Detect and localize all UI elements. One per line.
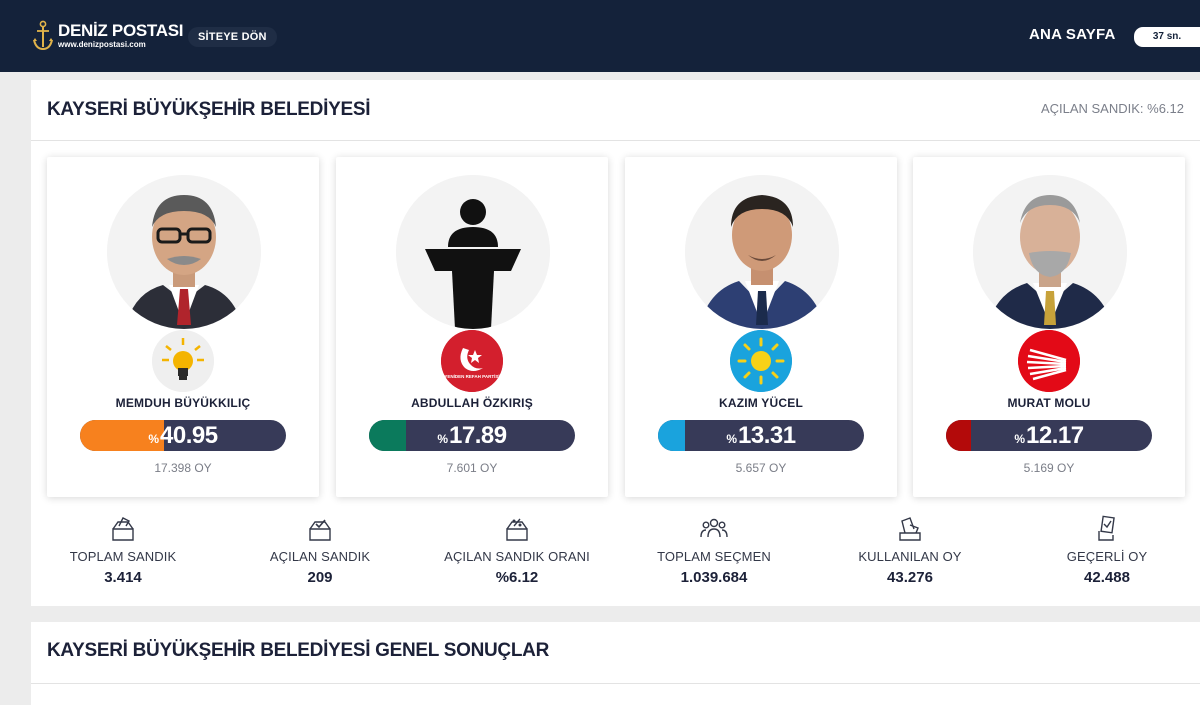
akp-lightbulb-icon	[152, 330, 214, 392]
candidate-name: ABDULLAH ÖZKIRIŞ	[411, 396, 533, 410]
percent-sign: %	[148, 431, 160, 446]
candidate-card[interactable]: MEMDUH BÜYÜKKILIÇ % 40.95 17.398 OY	[47, 157, 319, 497]
opened-ballot-summary: AÇILAN SANDIK: %6.12	[1040, 101, 1184, 116]
stat-value: 43.276	[887, 569, 933, 586]
vote-share-bar: % 17.89	[369, 420, 575, 451]
divider	[31, 683, 1200, 684]
stat-opened-ballot-boxes: AÇILAN SANDIK 209	[220, 515, 420, 586]
stat-value: 1.039.684	[680, 569, 748, 586]
results-title: KAYSERİ BÜYÜKŞEHİR BELEDİYESİ	[47, 99, 371, 120]
stat-value: 42.488	[1084, 569, 1130, 586]
stat-label: KULLANILAN OY	[858, 549, 962, 564]
candidate-photo	[973, 175, 1127, 329]
valid-vote-icon	[1098, 515, 1115, 541]
candidate-name: MURAT MOLU	[1007, 396, 1091, 410]
vote-percentage: 13.31	[738, 421, 796, 449]
candidate-card[interactable]: YENİDEN REFAH PARTİSİ ABDULLAH ÖZKIRIŞ %…	[336, 157, 608, 497]
divider	[31, 140, 1200, 141]
stat-value: 209	[307, 569, 333, 586]
candidate-photo-placeholder	[396, 175, 550, 329]
ballot-box-percent-icon	[506, 518, 528, 541]
vote-count: 17.398 OY	[154, 461, 212, 475]
stat-label: TOPLAM SEÇMEN	[657, 549, 771, 564]
chp-six-arrows-icon	[1018, 330, 1080, 392]
vote-percentage: 12.17	[1026, 421, 1084, 449]
stat-value: 3.414	[104, 569, 142, 586]
percent-sign: %	[1014, 431, 1026, 446]
vote-cast-icon	[899, 517, 921, 541]
stat-valid-votes: GEÇERLİ OY 42.488	[1007, 515, 1200, 586]
vote-count: 5.657 OY	[735, 461, 787, 475]
vote-count: 5.169 OY	[1023, 461, 1075, 475]
vote-percentage: 17.89	[449, 421, 507, 449]
candidate-name: KAZIM YÜCEL	[719, 396, 803, 410]
logo-url: www.denizpostasi.com	[58, 40, 146, 49]
results-card: KAYSERİ BÜYÜKŞEHİR BELEDİYESİ AÇILAN SAN…	[31, 80, 1200, 606]
stat-opened-ratio: AÇILAN SANDIK ORANI %6.12	[417, 515, 617, 586]
candidate-photo	[107, 175, 261, 329]
general-results-card: KAYSERİ BÜYÜKŞEHİR BELEDİYESİ GENEL SONU…	[31, 622, 1200, 705]
vote-share-bar: % 13.31	[658, 420, 864, 451]
refresh-timer: 37 sn.	[1134, 27, 1200, 47]
stat-label: AÇILAN SANDIK ORANI	[444, 549, 590, 564]
stat-label: TOPLAM SANDIK	[69, 549, 177, 564]
vote-share-bar: % 40.95	[80, 420, 286, 451]
anchor-icon	[33, 20, 53, 51]
vote-share-fill	[369, 420, 407, 451]
candidate-photo	[685, 175, 839, 329]
vote-count: 7.601 OY	[446, 461, 498, 475]
back-to-site-button[interactable]: SİTEYE DÖN	[188, 27, 277, 47]
stat-total-voters: TOPLAM SEÇMEN 1.039.684	[614, 515, 814, 586]
percent-sign: %	[437, 431, 449, 446]
stat-label: AÇILAN SANDIK	[269, 549, 371, 564]
general-results-title: KAYSERİ BÜYÜKŞEHİR BELEDİYESİ GENEL SONU…	[47, 640, 549, 661]
stat-total-ballot-boxes: TOPLAM SANDIK 3.414	[23, 515, 223, 586]
vote-share-fill	[80, 420, 165, 451]
stat-label: GEÇERLİ OY	[1066, 549, 1148, 564]
home-link[interactable]: ANA SAYFA	[1029, 26, 1116, 43]
top-navbar: DENİZ POSTASI www.denizpostasi.com SİTEY…	[0, 0, 1200, 72]
vote-share-fill	[946, 420, 971, 451]
yeniden-refah-icon: YENİDEN REFAH PARTİSİ	[441, 330, 503, 392]
voters-group-icon	[700, 518, 728, 538]
vote-percentage: 40.95	[160, 421, 218, 449]
candidate-name: MEMDUH BÜYÜKKILIÇ	[115, 396, 251, 410]
ballot-box-check-icon	[309, 519, 331, 541]
candidate-card[interactable]: KAZIM YÜCEL % 13.31 5.657 OY	[625, 157, 897, 497]
percent-sign: %	[726, 431, 738, 446]
stat-value: %6.12	[495, 569, 539, 586]
site-logo[interactable]: DENİZ POSTASI www.denizpostasi.com	[32, 18, 183, 54]
candidate-card[interactable]: MURAT MOLU % 12.17 5.169 OY	[913, 157, 1185, 497]
vote-share-fill	[658, 420, 685, 451]
iyi-parti-sun-icon	[730, 330, 792, 392]
vote-share-bar: % 12.17	[946, 420, 1152, 451]
logo-name: DENİZ POSTASI	[58, 21, 184, 40]
stat-votes-cast: KULLANILAN OY 43.276	[810, 515, 1010, 586]
ballot-box-icon	[112, 517, 134, 541]
party-label: YENİDEN REFAH PARTİSİ	[444, 373, 499, 379]
